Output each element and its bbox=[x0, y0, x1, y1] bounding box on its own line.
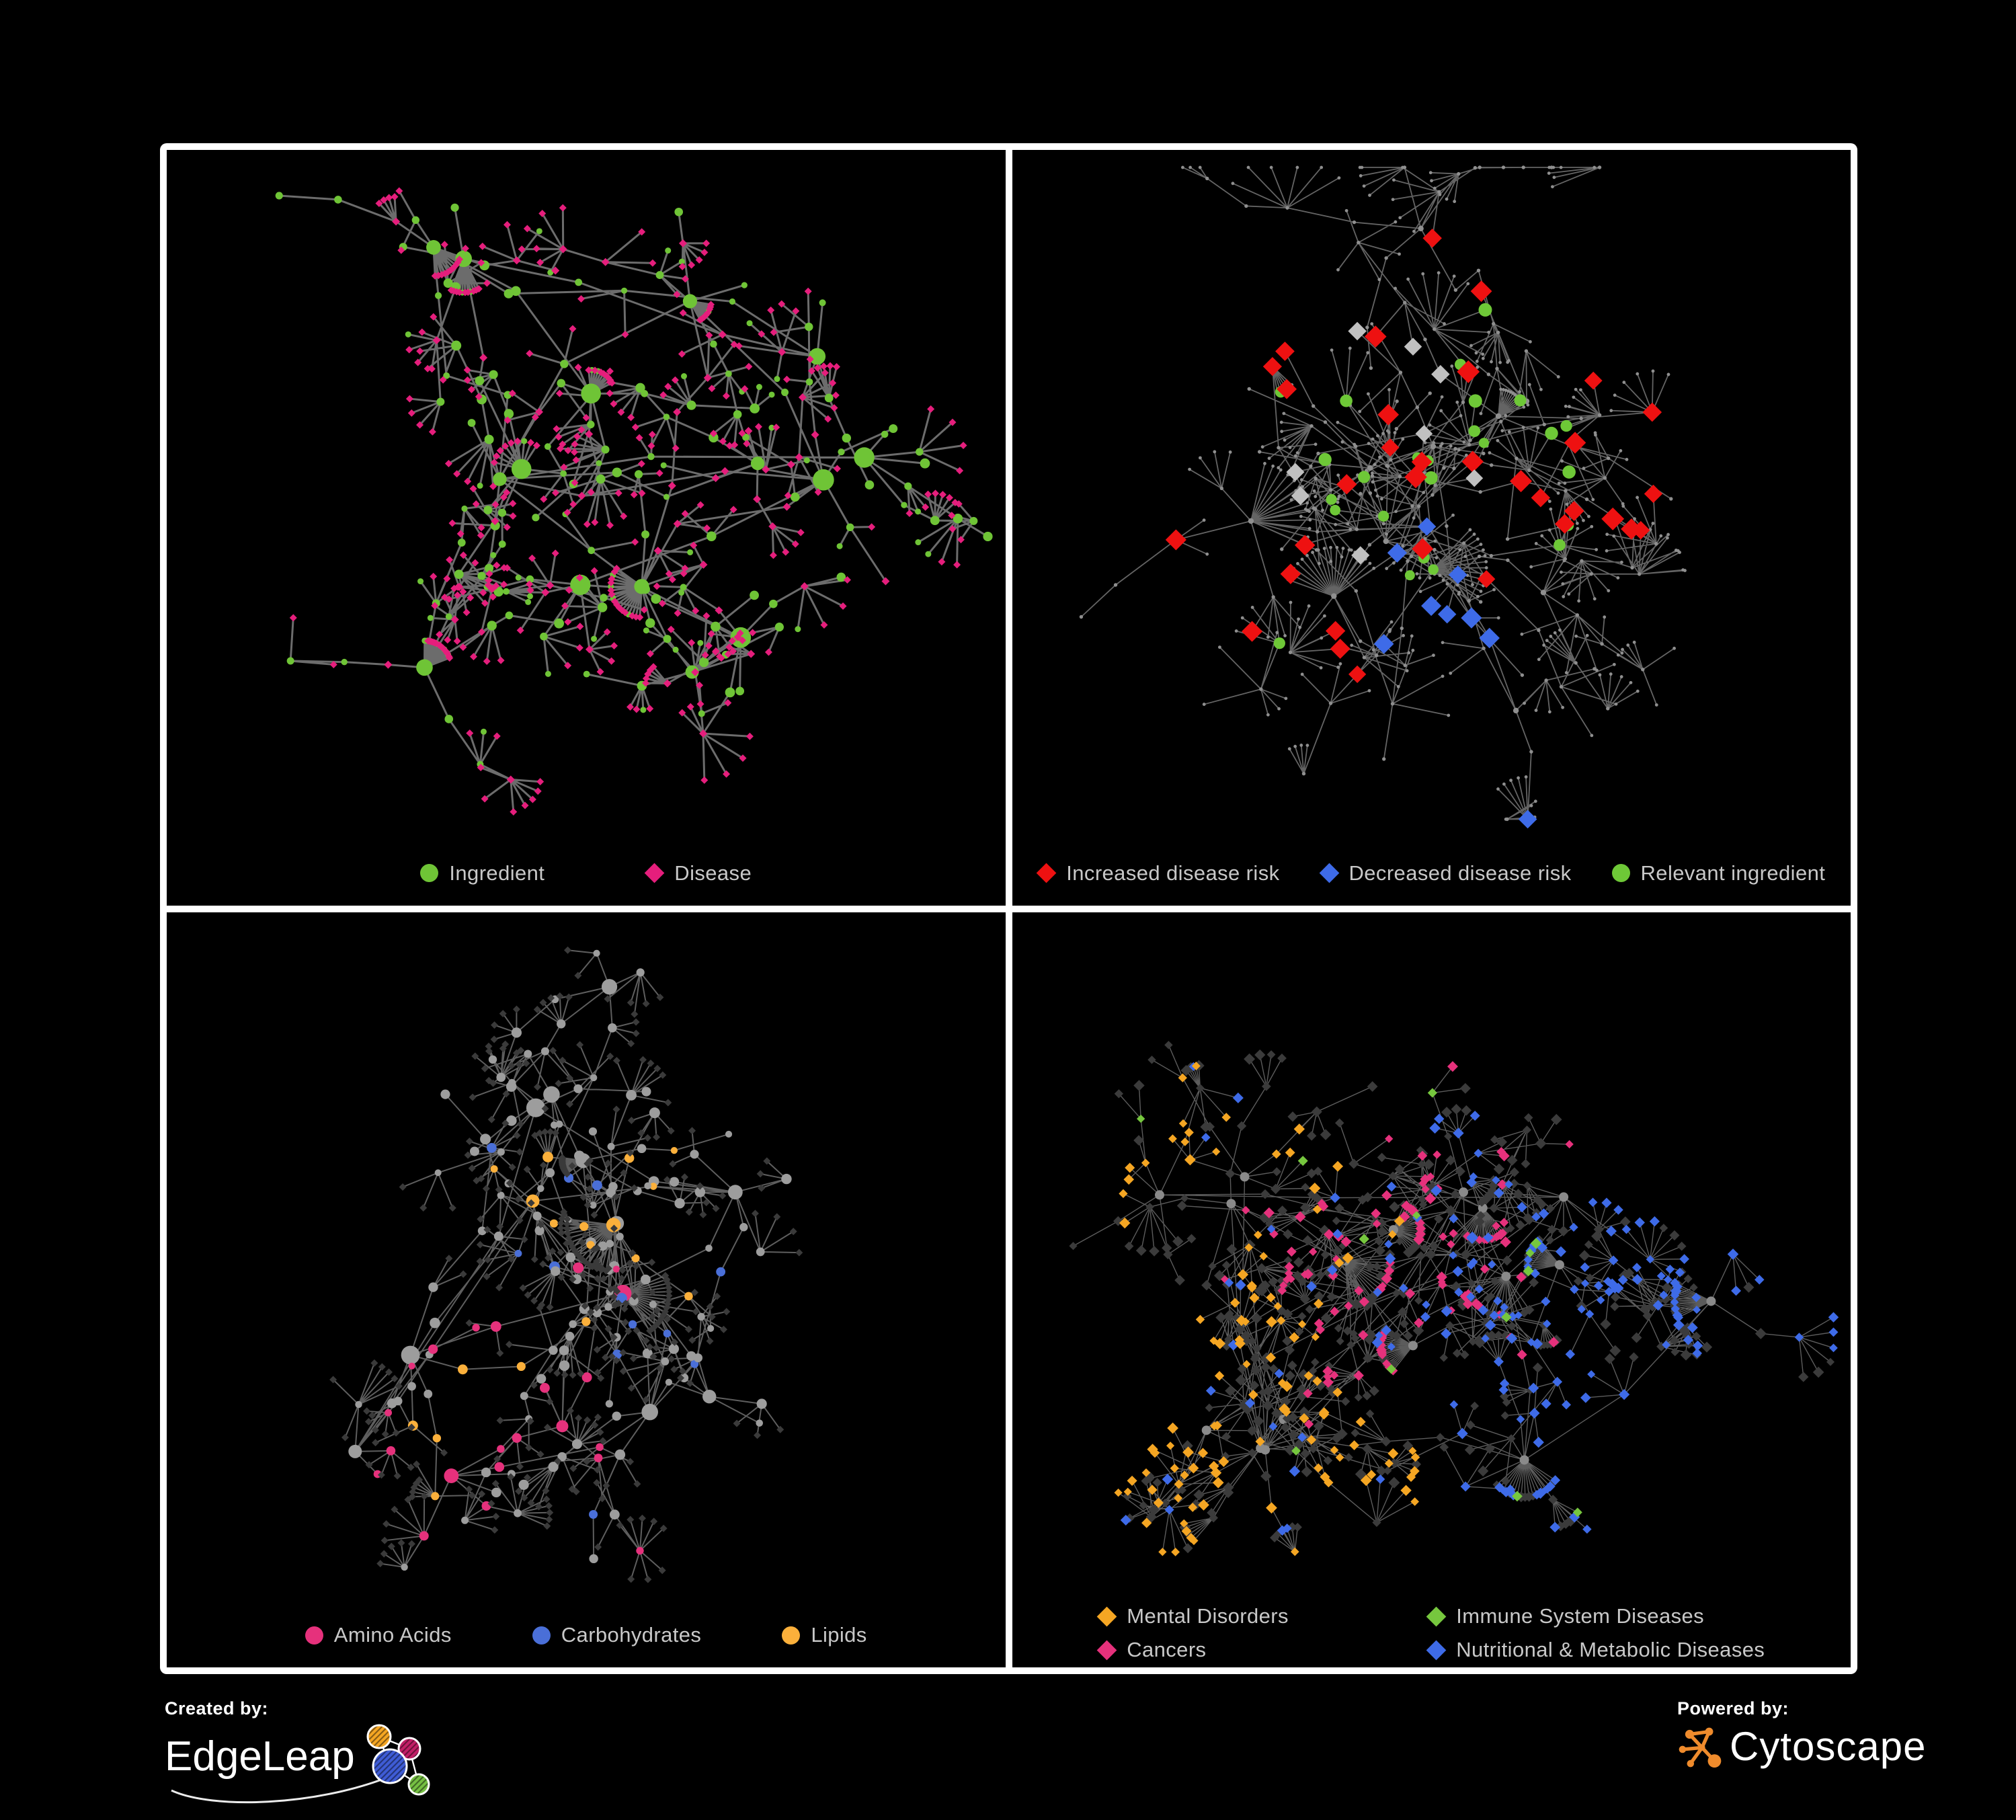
edgeleap-logo-icon bbox=[171, 1724, 430, 1804]
created-by-block: Created by: EdgeLeap bbox=[165, 1698, 501, 1808]
legend-label-lipids: Lipids bbox=[811, 1623, 867, 1647]
legend-label-ingredient: Ingredient bbox=[449, 861, 545, 885]
legend-label-immune-system: Immune System Diseases bbox=[1456, 1604, 1705, 1628]
legend-item-carbohydrates: Carbohydrates bbox=[532, 1623, 702, 1647]
legend-ingredient-disease: Ingredient Disease bbox=[167, 861, 1006, 885]
cytoscape-logo-icon bbox=[1679, 1727, 1722, 1768]
legend-disease-risk: Increased disease risk Decreased disease… bbox=[1012, 861, 1851, 885]
cancers-swatch-icon bbox=[1096, 1640, 1117, 1660]
legend-label-cancers: Cancers bbox=[1127, 1638, 1207, 1661]
legend-compound-classes: Amino Acids Carbohydrates Lipids bbox=[167, 1623, 1006, 1647]
legend-label-carbohydrates: Carbohydrates bbox=[561, 1623, 702, 1647]
cytoscape-brand: Cytoscape bbox=[1677, 1723, 1926, 1770]
relevant-ingredient-swatch-icon bbox=[1611, 864, 1630, 882]
panel-ingredient-disease-network: Ingredient Disease bbox=[167, 150, 1006, 906]
increased-risk-swatch-icon bbox=[1036, 863, 1057, 883]
legend-item-decreased-risk: Decreased disease risk bbox=[1319, 861, 1572, 885]
legend-disease-classes: Mental Disorders Immune System Diseases … bbox=[1012, 1604, 1851, 1662]
legend-item-increased-risk: Increased disease risk bbox=[1036, 861, 1280, 885]
legend-label-mental-disorders: Mental Disorders bbox=[1127, 1604, 1289, 1628]
legend-item-immune-system-diseases: Immune System Diseases bbox=[1426, 1604, 1765, 1628]
legend-label-nutritional-metabolic: Nutritional & Metabolic Diseases bbox=[1456, 1638, 1765, 1661]
legend-item-mental-disorders: Mental Disorders bbox=[1096, 1604, 1407, 1628]
edgeleap-brand: EdgeLeap bbox=[165, 1720, 501, 1808]
legend-item-nutritional-metabolic: Nutritional & Metabolic Diseases bbox=[1426, 1638, 1765, 1662]
ingredient-swatch-icon bbox=[420, 864, 439, 882]
legend-label-amino-acids: Amino Acids bbox=[333, 1623, 452, 1647]
legend-item-disease: Disease bbox=[644, 861, 752, 885]
legend-item-amino-acids: Amino Acids bbox=[305, 1623, 452, 1647]
legend-item-relevant-ingredient: Relevant ingredient bbox=[1611, 861, 1826, 885]
edgeleap-brand-text: EdgeLeap bbox=[165, 1733, 355, 1780]
disease-risk-network-graph bbox=[1079, 165, 1687, 829]
disease-swatch-icon bbox=[644, 863, 665, 883]
ingredient-disease-network-graph bbox=[275, 187, 993, 816]
disease-class-network-graph bbox=[1068, 1040, 1839, 1556]
legend-label-increased-risk: Increased disease risk bbox=[1066, 861, 1280, 885]
amino-acids-swatch-icon bbox=[305, 1626, 323, 1645]
decreased-risk-swatch-icon bbox=[1319, 863, 1339, 883]
carbohydrates-swatch-icon bbox=[532, 1626, 551, 1645]
lipids-swatch-icon bbox=[782, 1626, 801, 1645]
legend-label-disease: Disease bbox=[674, 861, 752, 885]
legend-item-lipids: Lipids bbox=[782, 1623, 866, 1647]
panel-disease-risk-network: Increased disease risk Decreased disease… bbox=[1012, 150, 1851, 906]
created-by-label: Created by: bbox=[165, 1698, 269, 1718]
panel-disease-class-network: Mental Disorders Immune System Diseases … bbox=[1012, 912, 1851, 1667]
legend-item-cancers: Cancers bbox=[1096, 1638, 1407, 1662]
immune-system-swatch-icon bbox=[1426, 1606, 1447, 1626]
legend-label-decreased-risk: Decreased disease risk bbox=[1348, 861, 1572, 885]
panel-compound-class-network: Amino Acids Carbohydrates Lipids bbox=[167, 912, 1006, 1667]
nutritional-metabolic-swatch-icon bbox=[1426, 1640, 1447, 1660]
legend-label-relevant-ingredient: Relevant ingredient bbox=[1640, 861, 1826, 885]
cytoscape-brand-text: Cytoscape bbox=[1730, 1724, 1927, 1769]
legend-item-ingredient: Ingredient bbox=[420, 861, 545, 885]
compound-class-network-graph bbox=[329, 946, 803, 1583]
mental-disorders-swatch-icon bbox=[1096, 1606, 1117, 1626]
figure-grid: Ingredient Disease Increased disease ris… bbox=[160, 143, 1857, 1674]
powered-by-block: Powered by: Cytoscape bbox=[1677, 1698, 1926, 1770]
powered-by-label: Powered by: bbox=[1677, 1698, 1789, 1718]
